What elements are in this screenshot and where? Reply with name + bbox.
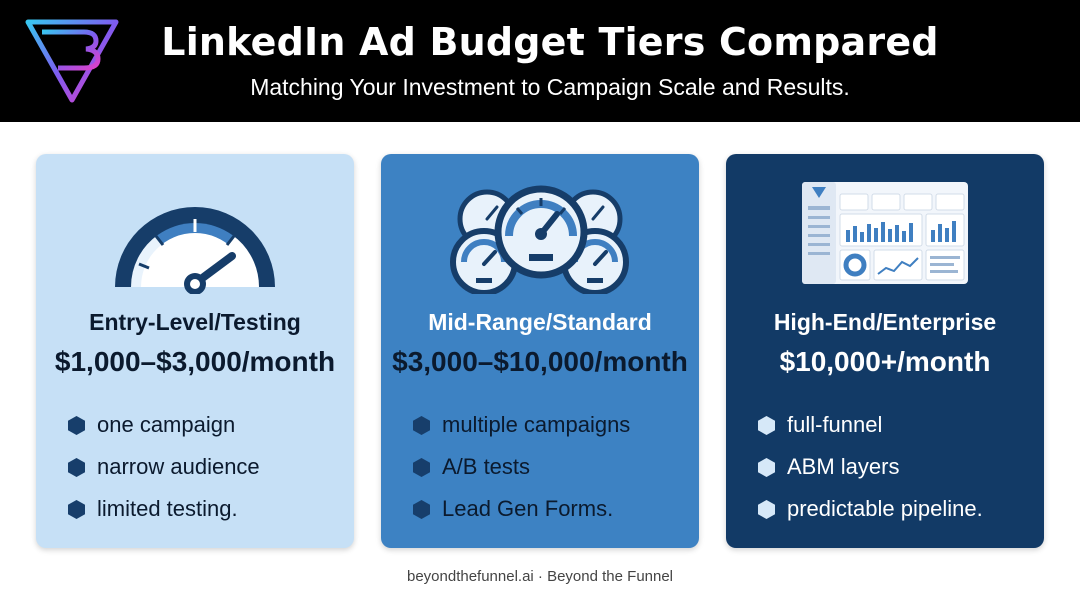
list-item: limited testing. (68, 488, 260, 530)
feature-text: predictable pipeline. (787, 496, 983, 521)
tier-price: $1,000–$3,000/month (54, 346, 336, 377)
feature-list: one campaign narrow audience limited tes… (68, 404, 260, 530)
analytics-dashboard-icon (802, 182, 968, 284)
hexagon-bullet-icon (758, 415, 775, 435)
list-item: predictable pipeline. (758, 488, 983, 530)
tier-price: $10,000+/month (779, 346, 991, 377)
feature-text: narrow audience (97, 454, 260, 479)
list-item: one campaign (68, 404, 260, 446)
tier-price: $3,000–$10,000/month (392, 346, 688, 377)
feature-text: ABM layers (787, 454, 900, 479)
hexagon-bullet-icon (413, 499, 430, 519)
header-banner: LinkedIn Ad Budget Tiers Compared Matchi… (0, 0, 1080, 122)
funnel-logo-icon (25, 19, 119, 103)
list-item: ABM layers (758, 446, 983, 488)
feature-text: multiple campaigns (442, 412, 631, 437)
hexagon-bullet-icon (758, 499, 775, 519)
feature-text: one campaign (97, 412, 236, 437)
hexagon-bullet-icon (413, 457, 430, 477)
single-gauge-icon (115, 207, 275, 294)
tier-card-enterprise: High-End/Enterprise $10,000+/month full-… (726, 154, 1044, 548)
hexagon-bullet-icon (68, 415, 85, 435)
feature-list: multiple campaigns A/B tests Lead Gen Fo… (413, 404, 630, 530)
list-item: multiple campaigns (413, 404, 630, 446)
feature-list: full-funnel ABM layers predictable pipel… (758, 404, 983, 530)
footer-credit: beyondthefunnel.ai · Beyond the Funnel (406, 568, 674, 585)
feature-text: limited testing. (97, 496, 238, 521)
list-item: A/B tests (413, 446, 630, 488)
tier-card-entry: Entry-Level/Testing $1,000–$3,000/month … (36, 154, 354, 548)
hexagon-bullet-icon (758, 457, 775, 477)
hexagon-bullet-icon (68, 499, 85, 519)
list-item: Lead Gen Forms. (413, 488, 630, 530)
page-title: LinkedIn Ad Budget Tiers Compared (161, 20, 939, 64)
hexagon-bullet-icon (413, 415, 430, 435)
tier-card-mid: Mid-Range/Standard $3,000–$10,000/month … (381, 154, 699, 548)
feature-text: A/B tests (442, 454, 531, 479)
page-subtitle: Matching Your Investment to Campaign Sca… (250, 74, 850, 100)
feature-text: Lead Gen Forms. (442, 496, 614, 521)
tier-name: Entry-Level/Testing (89, 309, 301, 335)
tier-name: Mid-Range/Standard (428, 309, 652, 335)
multiple-gauges-icon (450, 185, 629, 294)
tier-name: High-End/Enterprise (773, 309, 997, 335)
hexagon-bullet-icon (68, 457, 85, 477)
list-item: narrow audience (68, 446, 260, 488)
list-item: full-funnel (758, 404, 983, 446)
feature-text: full-funnel (787, 412, 883, 437)
